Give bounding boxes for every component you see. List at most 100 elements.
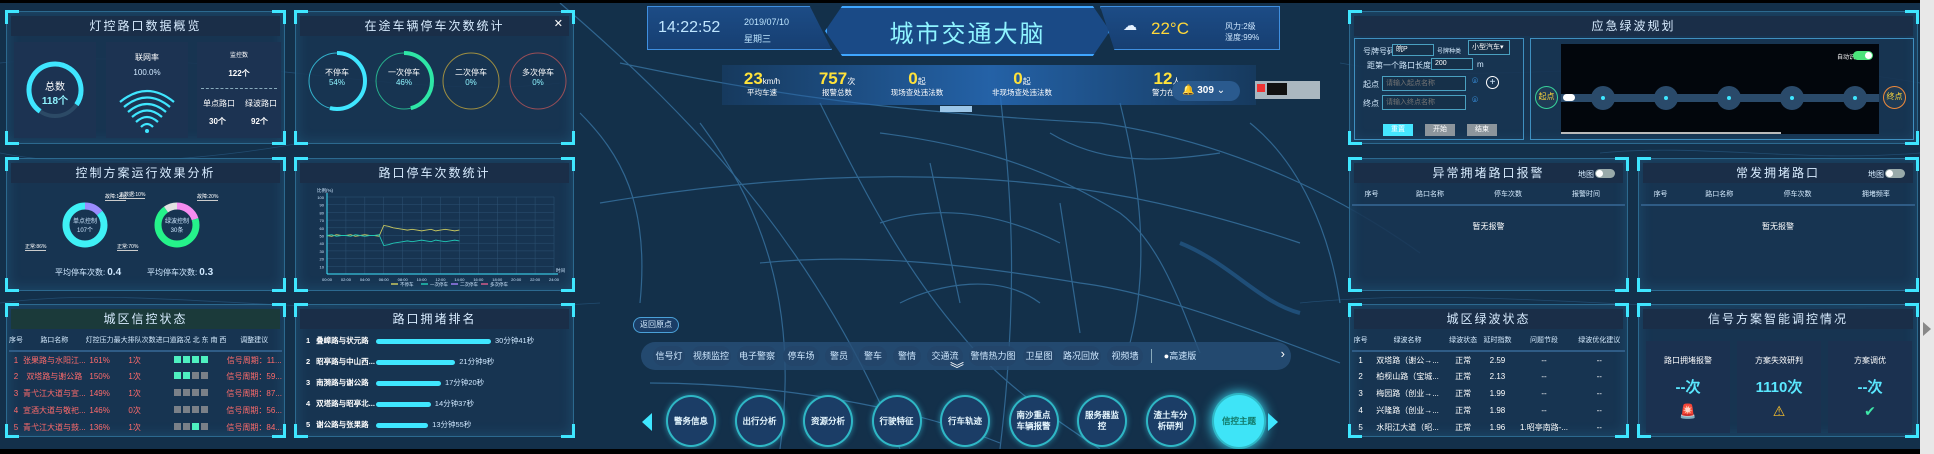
record-icon[interactable] (1257, 84, 1265, 92)
stop-ring: 二次停车 0% (440, 50, 502, 112)
distance-input[interactable]: 200 (1431, 58, 1473, 70)
duration-bar (376, 339, 491, 344)
location-pin-icon[interactable]: ⌾ (1472, 76, 1478, 87)
cell-queue: 1次 (128, 423, 141, 432)
table-row[interactable]: 1 张果路与水阳江... 161% 1次 信号周期：11... (9, 351, 282, 368)
stat-label: 警力在岗 (1152, 88, 1182, 97)
theme-button-6[interactable]: 服务器监控 (1077, 395, 1127, 447)
auto-detect-toggle[interactable] (1853, 51, 1873, 60)
table-row[interactable]: 3 梅园路（创业→... 正常 1.99 -- -- (1352, 385, 1625, 402)
themes-prev-arrow[interactable] (642, 413, 652, 431)
theme-button-3[interactable]: 行驶特征 (871, 395, 922, 447)
theme-button-0[interactable]: 警务信息 (666, 395, 716, 447)
plate-input[interactable]: 皖P (1392, 44, 1434, 56)
close-icon[interactable]: ✕ (553, 18, 563, 30)
lane-status-indicator (201, 406, 208, 413)
stat-value: 0 (1013, 69, 1023, 88)
layers-next-arrow[interactable]: › (1280, 346, 1285, 361)
table-row[interactable]: 4 兴隆路（创业→... 正常 1.98 -- -- (1352, 402, 1625, 419)
plan-card[interactable]: 方案失效研判 1110次 ⚠ (1737, 341, 1821, 433)
panel-title: 灯控路口数据概览 (11, 16, 280, 36)
layer-toggle-8[interactable]: 警情热力图 (969, 346, 1017, 366)
column-header: 序号 (1352, 183, 1391, 206)
cell-name: 水阳江大道（昭... (1376, 423, 1439, 432)
reset-button[interactable]: 重置 (1383, 124, 1413, 136)
alert-button[interactable]: 🔔 309 ⌄ (1172, 81, 1240, 101)
layer-toggle-6[interactable]: 警情 (893, 346, 921, 366)
layer-toggle-11[interactable]: 视频墙 (1107, 346, 1143, 366)
highway-version-button[interactable]: ●高速版 (1157, 346, 1203, 366)
lane-status-indicator (201, 423, 208, 430)
table-row[interactable]: 5 青弋江大道与鼓... 136% 1次 信号周期：84... (9, 419, 282, 436)
theme-button-8[interactable]: 信控主题 (1212, 393, 1266, 449)
cell-delay: 2.59 (1489, 355, 1506, 365)
table-row[interactable]: 1 双塔路（谢公→... 正常 2.59 -- -- (1352, 351, 1625, 368)
ranking-row[interactable]: 2 昭亭路与中山西... 21分钟9秒 (306, 356, 566, 370)
scroll-right-icon[interactable] (1923, 322, 1931, 336)
layer-toggle-3[interactable]: 停车场 (783, 346, 819, 366)
video-toolbar[interactable] (1255, 81, 1320, 99)
layer-toggle-5[interactable]: 警车 (859, 346, 887, 366)
theme-button-5[interactable]: 南沙重点车辆报警 (1008, 395, 1059, 447)
map-toggle[interactable] (1885, 169, 1905, 178)
table-row[interactable]: 2 双塔路与谢公路 150% 1次 信号周期：59... (9, 368, 282, 385)
page-scrollbar[interactable] (1920, 0, 1934, 454)
theme-button-7[interactable]: 渣土车分析研判 (1145, 395, 1196, 447)
ranking-row[interactable]: 4 双塔路与昭亭北... 14分钟37秒 (306, 398, 566, 412)
cell-status: 正常 (1455, 372, 1472, 381)
layer-toggle-0[interactable]: 信号灯 (653, 346, 685, 366)
chevron-down-icon[interactable]: ⌄ (1216, 85, 1226, 96)
table-row[interactable]: 2 柏枧山路（宝城... 正常 2.13 -- -- (1352, 368, 1625, 385)
plan-card[interactable]: 方案调优 --次 ✔ (1828, 341, 1912, 433)
layer-toggle-7[interactable]: 交通流 (927, 346, 963, 366)
layer-toggle-1[interactable]: 视频监控 (691, 346, 731, 366)
return-origin-button[interactable]: 返回原点 (633, 317, 679, 333)
start-button[interactable]: 开始 (1425, 124, 1455, 136)
panel-corner-decoration (1348, 157, 1362, 171)
map-toggle-label: 地图 (1868, 170, 1884, 179)
rank-number: 5 (306, 420, 311, 429)
end-input[interactable] (1382, 95, 1466, 110)
layer-toggle-2[interactable]: 电子警察 (737, 346, 777, 366)
lane-status-indicator (192, 372, 199, 379)
add-waypoint-icon[interactable]: + (1486, 76, 1499, 89)
ranking-row[interactable]: 5 谢公路与张果路 13分钟55秒 (306, 419, 566, 433)
x-tick-label: 18:00 (492, 277, 503, 282)
table-row[interactable]: 4 宣酒大道与敬祀... 146% 0次 信号周期：56... (9, 402, 282, 419)
ring-value: 0% (532, 78, 544, 87)
location-pin-icon[interactable]: ⌾ (1472, 95, 1478, 106)
x-tick-label: 06:00 (379, 277, 390, 282)
layer-toggle-4[interactable]: 警员 (825, 346, 853, 366)
ring-text: 一次停车 46% (373, 68, 435, 88)
layer-toggle-9[interactable]: 卫星图 (1023, 346, 1055, 366)
x-tick-label: 14:00 (454, 277, 465, 282)
theme-button-2[interactable]: 资源分析 (803, 395, 853, 447)
collapse-tab[interactable] (940, 106, 972, 112)
layer-toggle-10[interactable]: 路况回放 (1061, 346, 1101, 366)
type-select[interactable]: 小型汽车▾ (1468, 40, 1510, 55)
rank-number: 3 (306, 378, 311, 387)
table-row[interactable]: 5 水阳江大道（昭... 正常 1.96 1.昭亭南路-... -- (1352, 419, 1625, 436)
abnormal-congestion-panel: 异常拥堵路口报警 地图 序号 路口名称 停车次数 报警时间 暂无报警 (1348, 157, 1629, 292)
panel-title: 路口拥堵排名 (300, 309, 569, 329)
cell-issue: -- (1541, 406, 1547, 415)
themes-next-arrow[interactable] (1268, 413, 1278, 431)
ring-progress (307, 51, 367, 111)
ranking-row[interactable]: 3 南漪路与谢公路 17分钟20秒 (306, 377, 566, 391)
route-scrollbar[interactable] (1561, 132, 1781, 134)
avg-stops: 平均停车次数: 0.4 (55, 267, 121, 278)
start-input[interactable] (1382, 76, 1466, 91)
expand-chevron-icon[interactable]: ︾ (950, 361, 964, 377)
theme-button-4[interactable]: 行车轨迹 (940, 395, 990, 447)
panel-corner-decoration (1637, 303, 1651, 317)
column-header: 停车次数 (1469, 183, 1547, 206)
plan-card[interactable]: 路口拥堵报警 --次 🚨 (1646, 341, 1730, 433)
map-toggle[interactable] (1595, 169, 1615, 178)
end-button[interactable]: 结束 (1467, 124, 1497, 136)
ranking-row[interactable]: 1 叠嶂路与状元路 30分钟41秒 (306, 335, 566, 349)
cell-name: 双塔路与谢公路 (26, 372, 83, 381)
theme-button-1[interactable]: 出行分析 (734, 395, 785, 447)
cell-issue: -- (1541, 355, 1547, 365)
table-row[interactable]: 3 青弋江大道与宣... 149% 1次 信号周期：87... (9, 385, 282, 402)
overview-panel: 灯控路口数据概览 总数 118个 联网率 100.0% 监控数 122个 单点路… (5, 10, 286, 145)
